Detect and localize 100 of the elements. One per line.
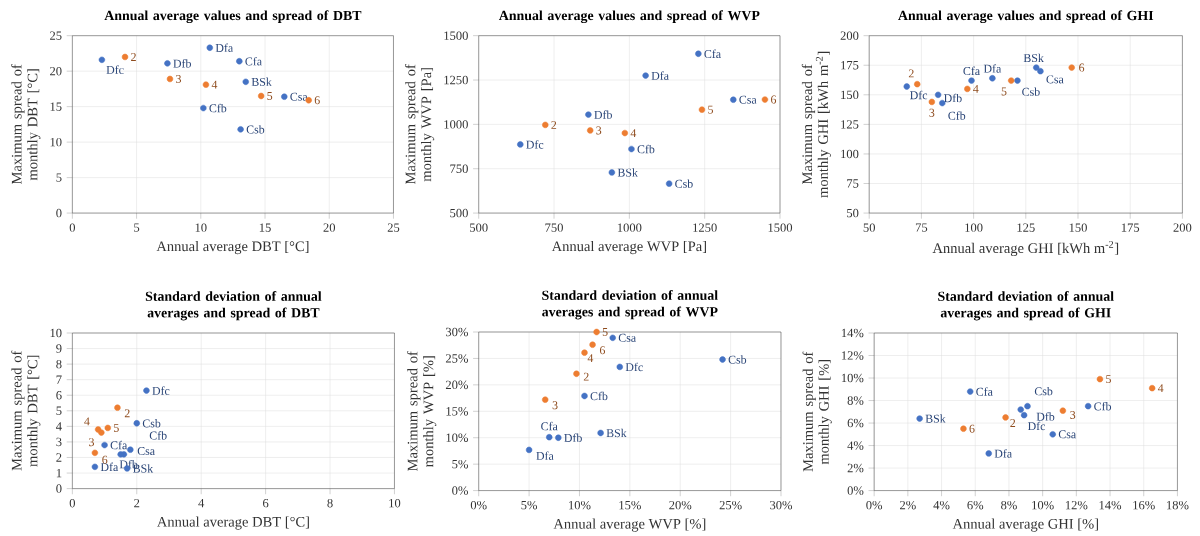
- y-tick-label: 20: [50, 66, 62, 76]
- x-tick-label: 10: [389, 498, 401, 508]
- point: [719, 356, 726, 363]
- x-tick-label: 750: [545, 223, 563, 232]
- point: [968, 77, 975, 84]
- point: [593, 328, 600, 336]
- point: [1002, 414, 1009, 421]
- annotation: Dfa: [215, 43, 234, 52]
- x-tick-label: 10%: [569, 500, 591, 510]
- annotation: 6: [969, 424, 975, 433]
- point: [573, 370, 580, 377]
- y-tick-label: 1: [56, 468, 62, 478]
- chart-title: Standard deviation of annual averages and spread of WVP: [542, 290, 718, 320]
- point: [616, 363, 623, 371]
- point: [1068, 64, 1075, 71]
- annotation: 4: [1157, 384, 1164, 393]
- point: [1024, 402, 1031, 410]
- annotation: Dfc: [526, 140, 544, 149]
- annotation: Csb: [1022, 87, 1040, 96]
- point: [589, 341, 596, 348]
- annotation: 2: [1010, 418, 1016, 427]
- annotation: Dfb: [564, 433, 582, 442]
- y-tick-label: 4%: [847, 441, 864, 450]
- y-tick-label: 1250: [444, 75, 468, 85]
- point: [964, 85, 971, 93]
- point: [1059, 407, 1067, 414]
- point: [608, 169, 616, 176]
- x-tick-label: 50: [863, 223, 876, 232]
- annotation: Cfa: [976, 387, 993, 396]
- annotation: 3: [89, 438, 95, 447]
- annotation: 5: [114, 423, 119, 432]
- y-axis-title: Maximum spread of monthly DBT [°C]: [11, 350, 41, 471]
- point: [989, 75, 996, 82]
- annotation: 2: [551, 120, 557, 129]
- point: [1033, 64, 1040, 71]
- annotation: Cfb: [149, 431, 167, 440]
- point: [1084, 402, 1092, 410]
- x-tick-label: 12%: [1065, 500, 1088, 510]
- point: [967, 388, 974, 395]
- x-tick-label: 18%: [1167, 500, 1189, 510]
- annotation: 5: [708, 105, 714, 114]
- annotation: Cfb: [209, 103, 227, 113]
- annotation: 5: [1106, 375, 1111, 384]
- point: [206, 44, 213, 51]
- point: [628, 145, 635, 153]
- y-tick-label: 30%: [445, 327, 468, 337]
- x-tick-label: 25: [387, 223, 400, 232]
- x-tick-label: 100: [965, 223, 983, 232]
- annotation: Csa: [137, 446, 155, 455]
- x-tick-label: 6%: [967, 500, 984, 510]
- annotation: Dfb: [594, 110, 612, 119]
- annotation: Csb: [675, 179, 693, 188]
- point: [94, 426, 102, 433]
- y-tick-label: 200: [840, 31, 859, 40]
- y-tick-label: 10%: [841, 373, 864, 383]
- annotation: Dfc: [1027, 421, 1046, 431]
- x-tick-label: 15: [259, 223, 271, 232]
- y-tick-label: 2: [56, 453, 62, 462]
- x-tick-label: 8%: [1001, 500, 1017, 510]
- annotation: Dfb: [173, 59, 191, 68]
- y-tick-label: 8: [56, 359, 62, 369]
- x-tick-label: 75: [915, 223, 928, 232]
- y-tick-label: 6%: [847, 418, 864, 428]
- point: [121, 53, 129, 61]
- y-axis-title: Maximum spread of monthly DBT [°C]: [11, 64, 41, 185]
- point: [761, 96, 769, 103]
- point: [914, 80, 921, 88]
- point: [698, 106, 706, 113]
- annotation: Cfb: [948, 111, 966, 120]
- annotation: 4: [211, 80, 218, 89]
- x-tick-label: 25%: [719, 500, 742, 510]
- annotation: 6: [599, 346, 606, 355]
- annotation: 3: [176, 74, 182, 83]
- y-tick-label: 25%: [445, 354, 468, 363]
- x-tick-label: 6: [263, 498, 269, 508]
- point: [281, 93, 288, 100]
- annotation: 2: [583, 372, 589, 381]
- annotation: 5: [1001, 87, 1007, 96]
- x-tick-label: 0%: [866, 500, 883, 510]
- y-tick-label: 9: [56, 344, 62, 353]
- y-tick-label: 10: [50, 328, 62, 338]
- chart-title: Annual average values and spread of WVP: [498, 10, 760, 24]
- point: [242, 78, 249, 85]
- point: [1017, 406, 1024, 413]
- point: [581, 392, 588, 400]
- y-tick-label: 50: [847, 208, 859, 218]
- annotation: 6: [102, 455, 108, 464]
- annotation: Csa: [618, 333, 636, 342]
- annotation: 4: [973, 84, 979, 93]
- x-tick-label: 1250: [693, 223, 717, 232]
- annotation: Cfa: [110, 440, 128, 450]
- x-axis-title: Annual average DBT [°C]: [156, 516, 309, 530]
- point: [597, 429, 604, 437]
- y-tick-label: 150: [841, 90, 859, 99]
- annotation: Dfb: [944, 93, 962, 103]
- x-tick-label: 20%: [669, 500, 692, 510]
- y-tick-label: 0%: [847, 486, 864, 495]
- x-axis-title: Annual average GHI [kWh m$^{-2}$]: [932, 240, 1119, 256]
- point: [91, 463, 99, 470]
- annotation: 4: [630, 129, 637, 137]
